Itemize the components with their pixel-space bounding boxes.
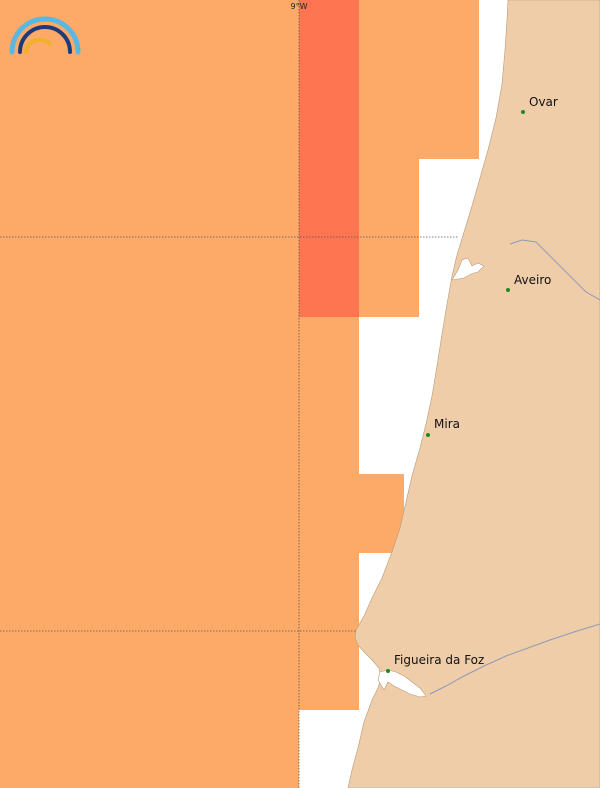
place-label: Mira xyxy=(434,417,460,431)
place-mira[interactable]: Mira xyxy=(426,417,460,437)
mondego-estuary xyxy=(377,669,427,698)
sea-cell xyxy=(299,159,359,317)
meridian-label: 9°W xyxy=(291,2,308,11)
city-dot xyxy=(521,110,525,114)
city-dot xyxy=(506,288,510,292)
place-label: Aveiro xyxy=(514,273,551,287)
sea-cell xyxy=(299,317,359,710)
logo-arc-inner xyxy=(24,37,52,54)
place-figueira-da-foz[interactable]: Figueira da Foz xyxy=(386,653,484,673)
land-mass xyxy=(347,0,600,788)
city-dot xyxy=(426,433,430,437)
place-aveiro[interactable]: Aveiro xyxy=(506,273,551,292)
sea-cell xyxy=(359,0,419,159)
sea-cell xyxy=(419,0,479,159)
mondego-river xyxy=(429,623,600,695)
aveiro-lagoon xyxy=(451,257,485,281)
sea-cell xyxy=(359,159,419,317)
place-label: Ovar xyxy=(529,95,558,109)
place-markers: Ovar Aveiro Mira Figueira da Foz xyxy=(386,95,558,673)
rivers xyxy=(429,239,600,695)
rainbow-logo-icon xyxy=(9,16,81,55)
place-ovar[interactable]: Ovar xyxy=(521,95,558,114)
logo-arc-middle xyxy=(18,25,72,54)
logo-arc-outer xyxy=(9,16,81,55)
city-dot xyxy=(386,669,390,673)
forecast-cells xyxy=(0,0,479,788)
graticule xyxy=(0,0,458,788)
place-label: Figueira da Foz xyxy=(394,653,484,667)
vouga-river xyxy=(509,239,600,301)
sea-cell xyxy=(0,0,299,788)
sea-cell xyxy=(299,0,359,159)
